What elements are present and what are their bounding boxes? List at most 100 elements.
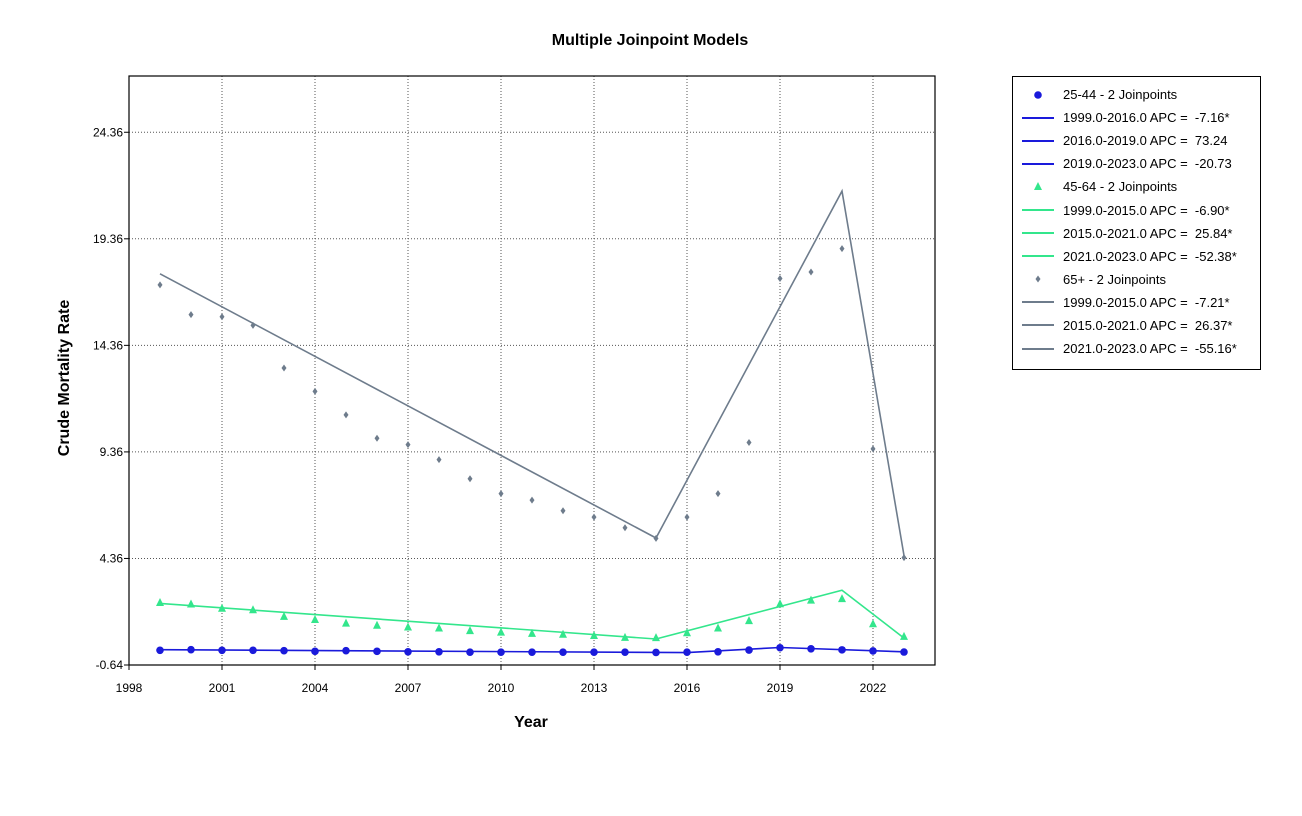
x-tick-label: 2016 <box>674 681 701 695</box>
y-axis-label: Crude Mortality Rate <box>56 300 73 457</box>
data-point-65-plus <box>746 439 752 447</box>
data-point-45-64 <box>311 615 319 624</box>
data-point-25-44 <box>218 646 226 655</box>
x-tick-label: 2022 <box>860 681 887 695</box>
data-point-25-44 <box>497 648 505 657</box>
legend-line-icon <box>1019 318 1057 332</box>
legend-line-icon <box>1019 226 1057 240</box>
x-tick-label: 2001 <box>209 681 236 695</box>
data-point-65-plus <box>839 245 845 253</box>
data-point-25-44 <box>590 648 598 657</box>
legend-line-icon <box>1019 134 1057 148</box>
data-point-45-64 <box>745 616 753 625</box>
data-point-25-44 <box>559 648 567 657</box>
data-point-65-plus <box>374 434 380 442</box>
legend: 25-44 - 2 Joinpoints 1999.0-2016.0 APC = … <box>1012 76 1261 370</box>
data-point-25-44 <box>869 647 877 655</box>
legend-line-icon <box>1019 203 1057 217</box>
legend-segment-45-64: 1999.0-2015.0 APC = -6.90* <box>1013 198 1260 221</box>
y-tick-label: 24.36 <box>93 125 123 139</box>
data-point-65-plus <box>498 490 504 498</box>
data-point-25-44 <box>466 648 474 657</box>
data-point-45-64 <box>466 626 474 635</box>
data-point-45-64 <box>404 622 412 631</box>
legend-marker-icon <box>1019 180 1057 194</box>
data-point-25-44 <box>280 646 288 655</box>
data-point-65-plus <box>808 268 814 276</box>
legend-segment-label: 2021.0-2023.0 APC = -52.38* <box>1063 248 1237 264</box>
legend-segment-45-64: 2021.0-2023.0 APC = -52.38* <box>1013 245 1260 268</box>
chart-title: Multiple Joinpoint Models <box>552 32 749 49</box>
data-point-25-44 <box>249 646 257 655</box>
legend-segment-label: 1999.0-2015.0 APC = -7.21* <box>1063 294 1230 310</box>
data-point-25-44 <box>621 648 629 657</box>
data-point-65-plus <box>343 411 349 419</box>
legend-segment-label: 2021.0-2023.0 APC = -55.16* <box>1063 341 1237 357</box>
data-point-65-plus <box>777 274 783 282</box>
legend-line-icon <box>1019 111 1057 125</box>
data-point-65-plus <box>591 513 597 521</box>
data-point-45-64 <box>621 632 629 641</box>
data-point-65-plus <box>281 364 287 372</box>
x-tick-label: 2013 <box>581 681 608 695</box>
legend-segment-65-plus: 1999.0-2015.0 APC = -7.21* <box>1013 291 1260 314</box>
data-point-45-64 <box>156 597 164 606</box>
legend-label: 65+ - 2 Joinpoints <box>1063 271 1166 287</box>
legend-segment-25-44: 1999.0-2016.0 APC = -7.16* <box>1013 106 1260 129</box>
y-tick-label: 9.36 <box>100 445 124 459</box>
data-point-45-64 <box>249 605 257 614</box>
data-point-65-plus <box>188 311 194 319</box>
data-point-65-plus <box>1035 275 1041 283</box>
data-point-65-plus <box>870 445 876 453</box>
data-point-45-64 <box>900 631 908 640</box>
data-point-65-plus <box>715 490 721 498</box>
data-point-45-64 <box>1034 181 1042 190</box>
legend-line-icon <box>1019 295 1057 309</box>
data-point-25-44 <box>435 647 443 656</box>
x-tick-label: 2010 <box>488 681 515 695</box>
data-point-25-44 <box>342 646 350 655</box>
data-point-65-plus <box>157 281 163 289</box>
fitted-lines <box>159 188 905 654</box>
data-point-45-64 <box>280 611 288 620</box>
data-point-25-44 <box>311 647 319 656</box>
legend-series-45-64: 45-64 - 2 Joinpoints <box>1013 175 1260 198</box>
legend-segment-65-plus: 2015.0-2021.0 APC = 26.37* <box>1013 314 1260 337</box>
data-point-45-64 <box>869 619 877 628</box>
data-point-25-44 <box>652 648 660 657</box>
data-point-45-64 <box>528 628 536 637</box>
legend-segment-label: 2015.0-2021.0 APC = 25.84* <box>1063 225 1233 241</box>
legend-segment-label: 2016.0-2019.0 APC = 73.24 <box>1063 133 1228 149</box>
data-point-25-44 <box>714 647 722 656</box>
legend-line-icon <box>1019 249 1057 263</box>
data-point-45-64 <box>652 633 660 642</box>
grid-lines <box>129 76 935 665</box>
data-point-65-plus <box>219 313 225 321</box>
data-point-65-plus <box>653 534 659 542</box>
plot-area <box>128 75 936 666</box>
data-point-45-64 <box>187 599 195 608</box>
y-tick-label: 4.36 <box>100 551 124 565</box>
x-tick-label: 2019 <box>767 681 794 695</box>
data-point-65-plus <box>684 513 690 521</box>
y-tick-label: -0.64 <box>96 658 124 672</box>
legend-series-65-plus: 65+ - 2 Joinpoints <box>1013 268 1260 291</box>
data-point-65-plus <box>405 441 411 449</box>
data-point-45-64 <box>435 623 443 632</box>
data-point-65-plus <box>622 524 628 532</box>
legend-line-icon <box>1019 157 1057 171</box>
data-point-45-64 <box>590 631 598 640</box>
legend-segment-label: 1999.0-2015.0 APC = -6.90* <box>1063 202 1230 218</box>
data-point-25-44 <box>745 646 753 654</box>
data-point-25-44 <box>807 645 815 653</box>
legend-label: 25-44 - 2 Joinpoints <box>1063 87 1178 103</box>
data-point-45-64 <box>714 623 722 632</box>
legend-segment-45-64: 2015.0-2021.0 APC = 25.84* <box>1013 222 1260 245</box>
x-tick-label: 2004 <box>302 681 329 695</box>
data-point-25-44 <box>187 645 195 654</box>
x-tick-label: 1998 <box>116 681 143 695</box>
data-point-25-44 <box>683 648 691 657</box>
data-point-25-44 <box>156 646 164 655</box>
data-point-45-64 <box>342 618 350 627</box>
